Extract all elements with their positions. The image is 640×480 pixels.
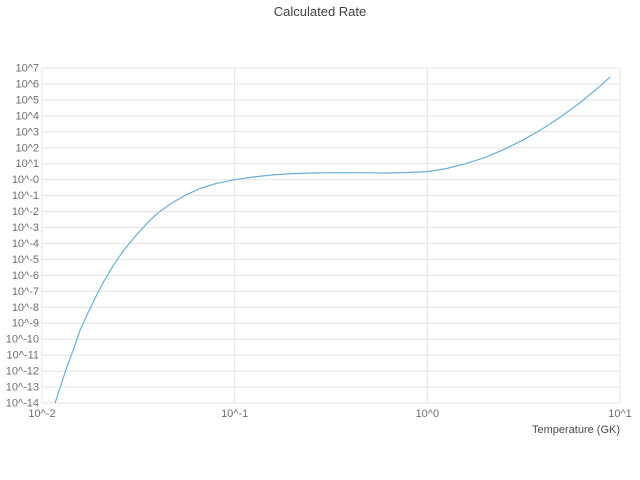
y-tick-label: 10^-5 <box>12 254 39 266</box>
y-tick-label: 10^2 <box>15 142 39 154</box>
y-tick-label: 10^6 <box>15 78 39 90</box>
y-tick-label: 10^-9 <box>12 318 39 330</box>
y-tick-label: 10^-6 <box>12 270 39 282</box>
y-tick-label: 10^1 <box>15 158 39 170</box>
y-tick-label: 10^-1 <box>12 190 39 202</box>
y-tick-label: 10^-2 <box>12 206 39 218</box>
y-tick-label: 10^-4 <box>12 238 39 250</box>
y-tick-label: 10^-7 <box>12 286 39 298</box>
y-tick-label: 10^3 <box>15 126 39 138</box>
y-tick-label: 10^-8 <box>12 302 39 314</box>
y-tick-label: 10^-0 <box>12 174 39 186</box>
rate-line <box>54 76 611 404</box>
y-tick-label: 10^-14 <box>6 398 39 410</box>
y-tick-label: 10^-13 <box>6 382 39 394</box>
x-tick-label: 10^0 <box>416 408 440 420</box>
x-tick-label: 10^-1 <box>221 408 248 420</box>
y-tick-label: 10^5 <box>15 94 39 106</box>
x-axis-label: Temperature (GK) <box>531 424 620 436</box>
y-tick-label: 10^7 <box>15 63 39 75</box>
y-tick-label: 10^-3 <box>12 222 39 234</box>
x-tick-label: 10^-2 <box>28 408 55 420</box>
y-tick-label: 10^4 <box>15 110 39 122</box>
y-tick-label: 10^-11 <box>7 350 39 362</box>
x-tick-label: 10^1 <box>608 408 632 420</box>
y-tick-label: 10^-10 <box>6 334 39 346</box>
y-tick-label: 10^-12 <box>6 366 39 378</box>
chart-title: Calculated Rate <box>273 4 367 19</box>
